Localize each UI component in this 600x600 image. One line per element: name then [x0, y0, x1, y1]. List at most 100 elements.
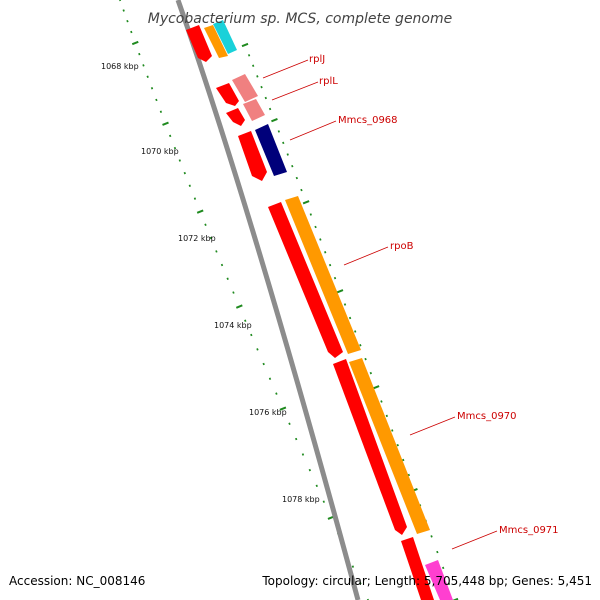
- minor-tick: [178, 159, 181, 162]
- gene-arrow[interactable]: [186, 25, 212, 62]
- feature-label-rplJ[interactable]: rplJ: [309, 54, 325, 65]
- gene-arrow[interactable]: [226, 108, 245, 126]
- label-leader: [451, 530, 498, 550]
- minor-tick: [215, 250, 218, 253]
- major-tick: [336, 289, 344, 294]
- minor-tick: [155, 98, 158, 102]
- major-tick: [372, 385, 380, 390]
- minor-tick: [348, 316, 352, 320]
- minor-tick: [380, 400, 383, 403]
- gene-block-Mmcs_0970[interactable]: [349, 358, 430, 534]
- minor-tick: [369, 371, 372, 375]
- minor-tick: [275, 392, 278, 395]
- outer-strand-genes: [186, 25, 434, 600]
- gene-arrow-Mmcs_0970-left[interactable]: [333, 359, 407, 535]
- tick-label: 1072 kbp: [178, 234, 216, 243]
- minor-tick: [322, 500, 325, 503]
- minor-tick: [396, 443, 399, 447]
- minor-tick: [343, 303, 347, 306]
- feature-label-rplL[interactable]: rplL: [319, 76, 338, 87]
- tick-label: 1070 kbp: [141, 147, 179, 156]
- minor-tick: [277, 130, 280, 133]
- minor-tick: [204, 223, 207, 226]
- feature-label-rpoB[interactable]: rpoB: [390, 241, 414, 252]
- feature-label-Mmcs_0970[interactable]: Mmcs_0970: [457, 411, 517, 422]
- gene-block[interactable]: [425, 560, 453, 600]
- minor-tick: [402, 458, 405, 462]
- inner-strand-genes: [204, 20, 453, 600]
- label-leader: [262, 59, 309, 79]
- minor-tick: [351, 565, 355, 568]
- minor-tick: [288, 422, 291, 425]
- minor-tick: [295, 176, 298, 180]
- gene-block-rpoB[interactable]: [285, 196, 361, 354]
- minor-tick: [385, 414, 388, 418]
- gene-arrow[interactable]: [401, 537, 434, 600]
- gene-arrow[interactable]: [216, 83, 239, 106]
- minor-tick: [328, 263, 332, 267]
- label-leader: [409, 416, 456, 436]
- minor-tick: [359, 582, 362, 585]
- gene-block[interactable]: [204, 25, 228, 58]
- minor-tick: [173, 146, 177, 150]
- major-tick: [271, 118, 278, 123]
- tick-label: 1074 kbp: [214, 321, 252, 330]
- gene-block-Mmcs_0968[interactable]: [255, 124, 287, 176]
- minor-tick: [324, 251, 327, 254]
- minor-tick: [319, 238, 322, 241]
- gene-block-rplJ[interactable]: [232, 74, 258, 102]
- minor-tick: [262, 362, 265, 366]
- major-tick: [131, 40, 139, 46]
- minor-tick: [442, 566, 445, 570]
- genome-summary-text: Topology: circular; Length: 5,705,448 bp…: [262, 574, 592, 588]
- major-tick: [452, 597, 459, 600]
- label-leader: [271, 81, 319, 101]
- minor-tick: [256, 75, 259, 78]
- feature-label-Mmcs_0968[interactable]: Mmcs_0968: [338, 115, 398, 126]
- minor-tick: [286, 153, 289, 156]
- minor-tick: [260, 85, 263, 89]
- minor-tick: [308, 468, 311, 472]
- minor-tick: [256, 348, 259, 351]
- minor-tick: [232, 291, 235, 294]
- minor-tick: [301, 453, 305, 456]
- minor-tick: [430, 535, 433, 538]
- minor-tick: [150, 87, 154, 90]
- major-tick: [235, 304, 243, 309]
- label-leader: [289, 120, 337, 141]
- major-tick: [162, 121, 169, 126]
- minor-tick: [226, 277, 229, 280]
- minor-tick: [188, 184, 191, 188]
- minor-tick: [314, 225, 317, 229]
- minor-tick: [268, 377, 272, 380]
- gene-block-rplL[interactable]: [243, 99, 265, 121]
- tick-marks: [119, 0, 459, 600]
- minor-tick: [138, 52, 141, 56]
- minor-tick: [295, 437, 298, 441]
- tick-label: 1078 kbp: [282, 495, 320, 504]
- feature-labels: rplJ rplL Mmcs_0968 rpoB Mmcs_0970 Mmcs_…: [262, 54, 559, 550]
- minor-tick: [309, 213, 312, 216]
- minor-tick: [359, 344, 362, 347]
- major-tick: [196, 209, 204, 214]
- minor-tick: [126, 19, 129, 23]
- minor-tick: [264, 96, 267, 100]
- scale-labels: 1068 kbp 1070 kbp 1072 kbp 1074 kbp 1076…: [101, 62, 320, 504]
- minor-tick: [315, 484, 318, 488]
- major-tick: [279, 406, 287, 411]
- minor-tick: [250, 333, 253, 337]
- major-tick: [241, 42, 249, 48]
- minor-tick: [130, 30, 133, 34]
- minor-tick: [209, 236, 213, 240]
- gene-block[interactable]: [213, 20, 237, 54]
- minor-tick: [391, 429, 394, 432]
- minor-tick: [146, 75, 149, 78]
- minor-tick: [333, 276, 337, 280]
- feature-label-Mmcs_0971[interactable]: Mmcs_0971: [499, 525, 559, 536]
- tick-label: 1068 kbp: [101, 62, 139, 71]
- tick-label: 1076 kbp: [249, 408, 287, 417]
- minor-tick: [291, 164, 294, 168]
- gene-arrow-rpoB-left[interactable]: [268, 202, 343, 358]
- gene-arrow[interactable]: [238, 131, 267, 181]
- minor-tick: [183, 171, 186, 175]
